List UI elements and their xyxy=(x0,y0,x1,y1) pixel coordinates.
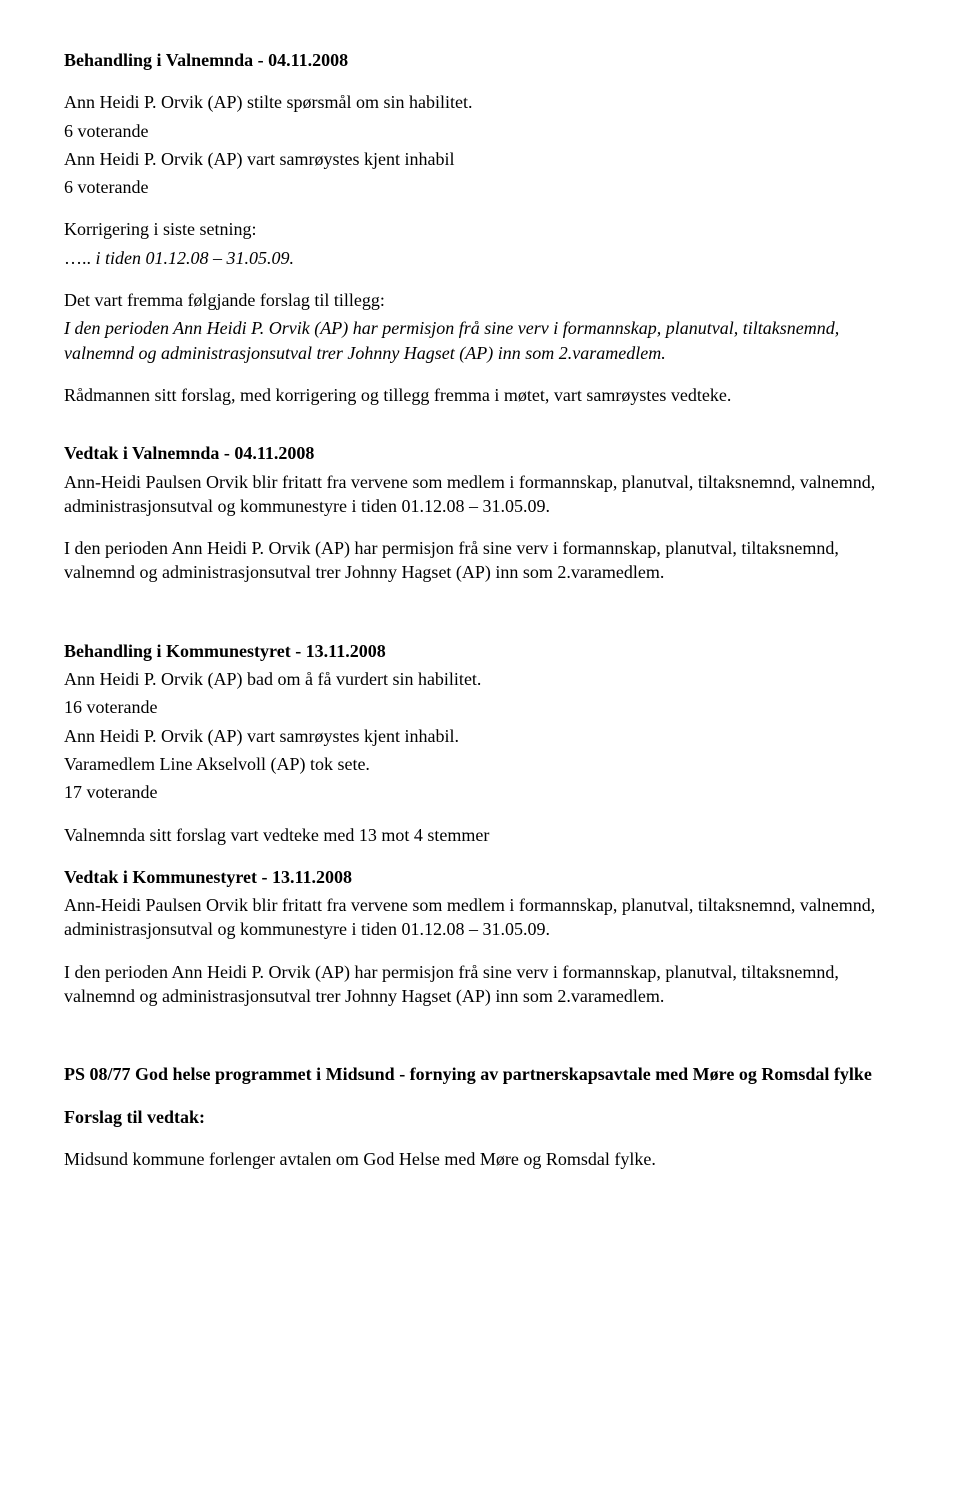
body-text: I den perioden Ann Heidi P. Orvik (AP) h… xyxy=(64,960,896,1009)
body-text: 6 voterande xyxy=(64,175,896,199)
body-text: Varamedlem Line Akselvoll (AP) tok sete. xyxy=(64,752,896,776)
heading-valnemnda-vedtak: Vedtak i Valnemnda - 04.11.2008 xyxy=(64,441,896,465)
body-text: Midsund kommune forlenger avtalen om God… xyxy=(64,1147,896,1171)
body-text: Ann-Heidi Paulsen Orvik blir fritatt fra… xyxy=(64,470,896,519)
body-text: I den perioden Ann Heidi P. Orvik (AP) h… xyxy=(64,536,896,585)
body-text: Valnemnda sitt forslag vart vedteke med … xyxy=(64,823,896,847)
italic-paragraph: I den perioden Ann Heidi P. Orvik (AP) h… xyxy=(64,316,896,365)
body-text: 17 voterande xyxy=(64,780,896,804)
body-text: Ann-Heidi Paulsen Orvik blir fritatt fra… xyxy=(64,893,896,942)
heading-kommunestyret-vedtak: Vedtak i Kommunestyret - 13.11.2008 xyxy=(64,865,896,889)
heading-valnemnda-behandling: Behandling i Valnemnda - 04.11.2008 xyxy=(64,48,896,72)
body-text: Ann Heidi P. Orvik (AP) bad om å få vurd… xyxy=(64,667,896,691)
heading-ps-08-77: PS 08/77 God helse programmet i Midsund … xyxy=(64,1062,896,1086)
body-text: Ann Heidi P. Orvik (AP) stilte spørsmål … xyxy=(64,90,896,114)
body-text: 6 voterande xyxy=(64,119,896,143)
body-text: Rådmannen sitt forslag, med korrigering … xyxy=(64,383,896,407)
heading-kommunestyret-behandling: Behandling i Kommunestyret - 13.11.2008 xyxy=(64,639,896,663)
body-text: Korrigering i siste setning: xyxy=(64,217,896,241)
body-text: Ann Heidi P. Orvik (AP) vart samrøystes … xyxy=(64,724,896,748)
body-text: Det vart fremma følgjande forslag til ti… xyxy=(64,288,896,312)
body-text: 16 voterande xyxy=(64,695,896,719)
heading-forslag-til-vedtak: Forslag til vedtak: xyxy=(64,1105,896,1129)
ellipsis-prefix: ….. xyxy=(64,248,96,268)
body-text: ….. i tiden 01.12.08 – 31.05.09. xyxy=(64,246,896,270)
italic-text: i tiden 01.12.08 – 31.05.09. xyxy=(96,248,295,268)
body-text: Ann Heidi P. Orvik (AP) vart samrøystes … xyxy=(64,147,896,171)
